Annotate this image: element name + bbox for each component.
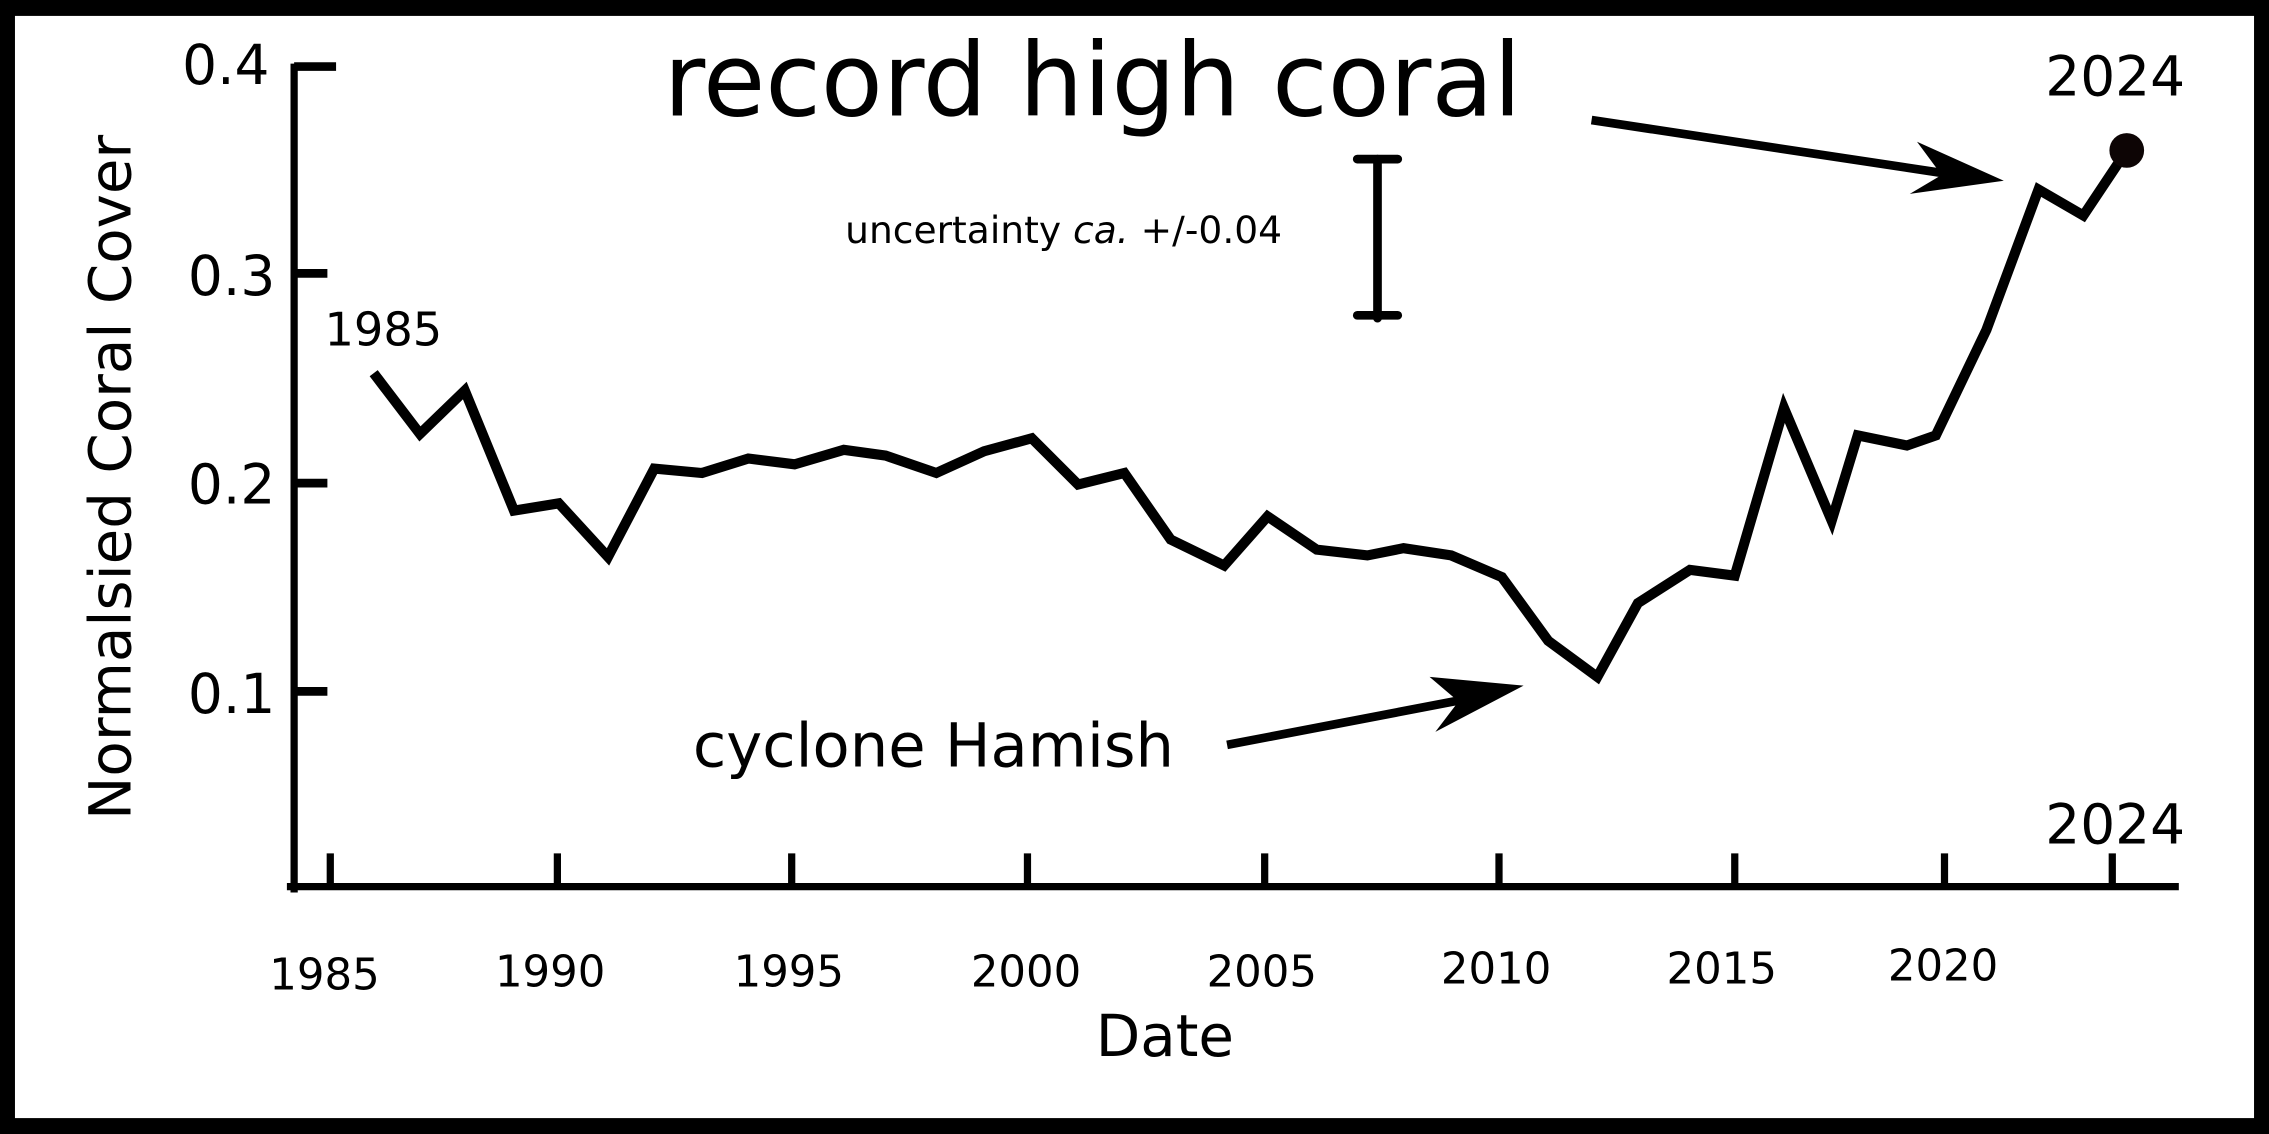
x-tick-label: 2010 bbox=[1441, 945, 1551, 995]
axis-end-year-label: 2024 bbox=[2045, 792, 2185, 856]
x-tick-label: 2015 bbox=[1667, 945, 1777, 995]
end-point-marker bbox=[2109, 133, 2145, 168]
cyclone-annotation: cyclone Hamish bbox=[693, 712, 1174, 782]
plot-background bbox=[14, 15, 2255, 1119]
y-axis bbox=[290, 62, 337, 893]
y-tick-label: 0.2 bbox=[188, 452, 275, 516]
x-tick-label: 1985 bbox=[269, 950, 379, 1000]
y-tick-label: 0.1 bbox=[188, 662, 275, 726]
x-tick-label: 2020 bbox=[1888, 942, 1998, 992]
x-tick-label: 2000 bbox=[971, 947, 1081, 997]
uncertainty-label: uncertainty ca. +/-0.04 bbox=[845, 208, 1282, 252]
cyclone-arrow-icon bbox=[1226, 676, 1524, 750]
uncertainty-errorbar-icon bbox=[1352, 154, 1403, 323]
x-axis-title: Date bbox=[1096, 1002, 1234, 1070]
x-tick-label: 1995 bbox=[734, 947, 844, 997]
x-axis bbox=[286, 853, 2179, 891]
y-tick-label: 0.4 bbox=[182, 33, 269, 97]
record-high-annotation: record high coral bbox=[664, 22, 1522, 140]
y-tick-label: 0.3 bbox=[188, 244, 275, 308]
record-high-arrow-icon bbox=[1590, 115, 2004, 194]
y-axis-title: Normalsied Coral Cover bbox=[77, 135, 145, 820]
end-year-label: 2024 bbox=[2045, 44, 2185, 108]
start-year-label: 1985 bbox=[325, 303, 443, 357]
x-tick-label: 2005 bbox=[1207, 947, 1317, 997]
coral-cover-line bbox=[369, 147, 2131, 685]
x-tick-label: 1990 bbox=[495, 947, 605, 997]
